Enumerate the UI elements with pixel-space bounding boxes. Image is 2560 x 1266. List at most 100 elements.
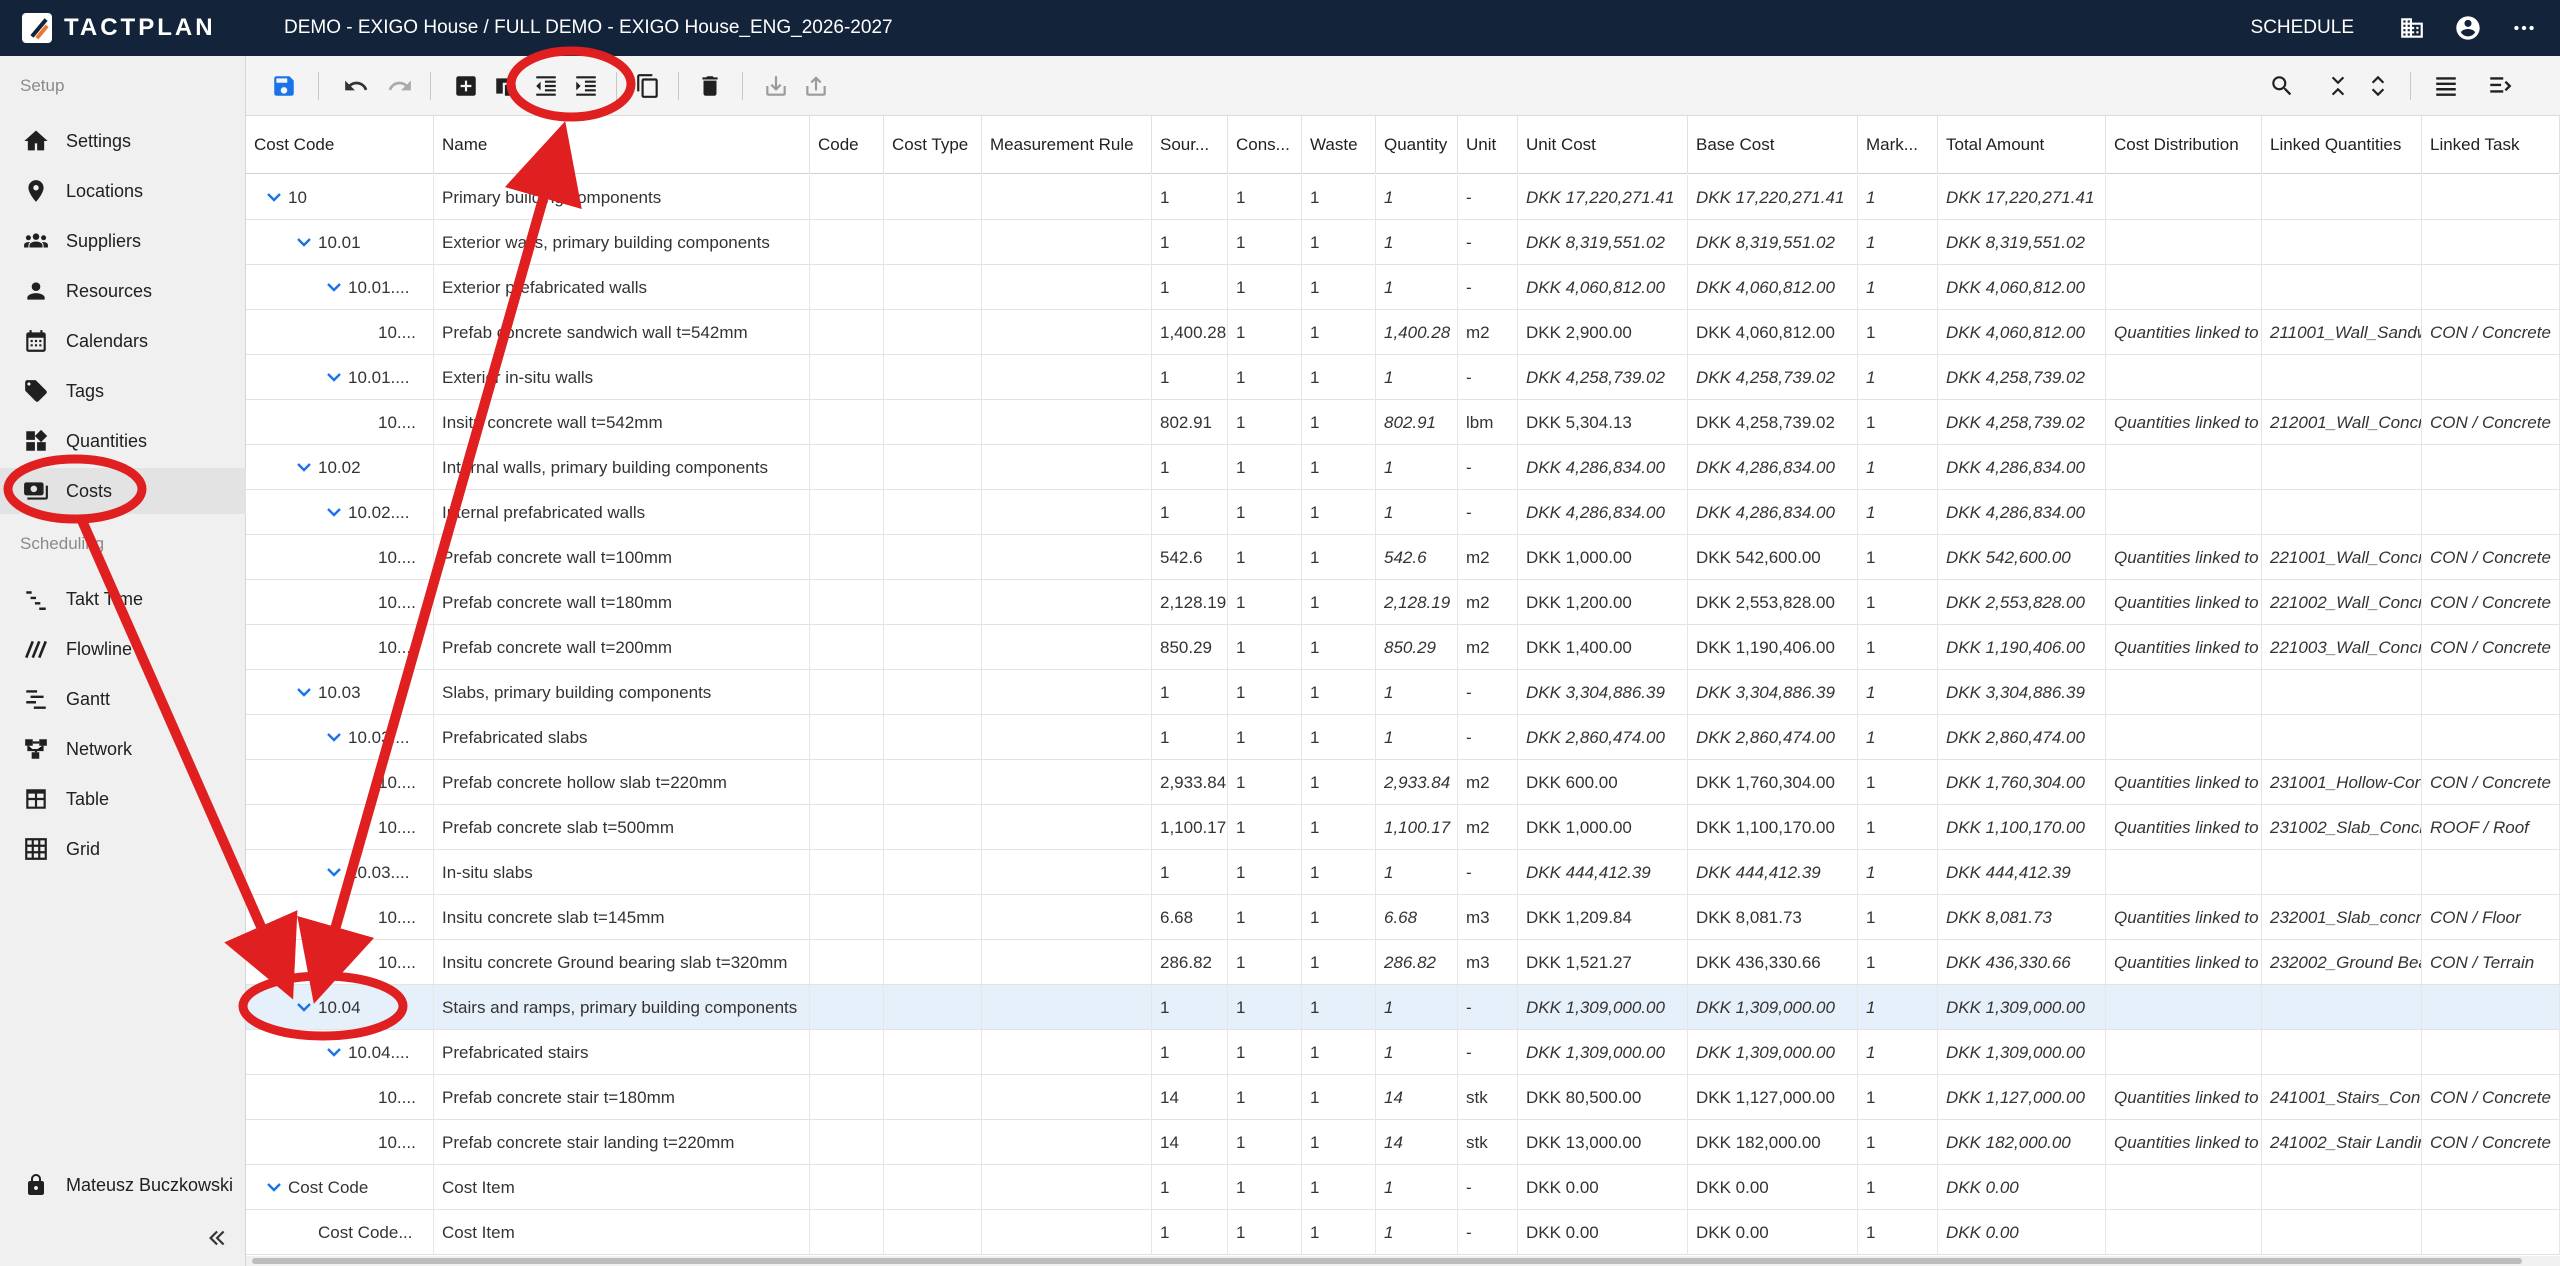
cell-unit-cost[interactable]: DKK 80,500.00 — [1518, 1075, 1688, 1120]
cell-unit-cost[interactable]: DKK 1,000.00 — [1518, 535, 1688, 580]
cell-source[interactable]: 1 — [1152, 1030, 1228, 1075]
cell-cost-distribution[interactable]: Quantities linked to — [2106, 580, 2262, 625]
cell-unit-cost[interactable]: DKK 0.00 — [1518, 1210, 1688, 1255]
cell-name[interactable]: Insitu concrete wall t=542mm — [434, 400, 810, 445]
cell-quantity[interactable]: 6.68 — [1376, 895, 1458, 940]
cell-unit[interactable]: - — [1458, 265, 1518, 310]
chevron-down-icon[interactable] — [326, 729, 342, 745]
cell-cost-distribution[interactable]: Quantities linked to — [2106, 535, 2262, 580]
cell-cost-code[interactable]: 10.... — [246, 535, 434, 580]
cell-unit[interactable]: m3 — [1458, 895, 1518, 940]
cell-waste[interactable]: 1 — [1302, 1120, 1376, 1165]
cell-measurement-rule[interactable] — [982, 1210, 1152, 1255]
cell-cost-type[interactable] — [884, 310, 982, 355]
cell-markup[interactable]: 1 — [1858, 670, 1938, 715]
cell-total-amount[interactable]: DKK 444,412.39 — [1938, 850, 2106, 895]
cell-cost-type[interactable] — [884, 625, 982, 670]
table-row[interactable]: 10.... Prefab concrete wall t=180mm 2,128.… — [246, 580, 2560, 625]
cell-waste[interactable]: 1 — [1302, 670, 1376, 715]
building-icon[interactable] — [2392, 8, 2432, 48]
cell-markup[interactable]: 1 — [1858, 1120, 1938, 1165]
cell-base-cost[interactable]: DKK 182,000.00 — [1688, 1120, 1858, 1165]
cell-markup[interactable]: 1 — [1858, 445, 1938, 490]
table-row[interactable]: 10 Primary building components 1 1 1 1- DKK 17… — [246, 175, 2560, 220]
cell-name[interactable]: Stairs and ramps, primary building compo… — [434, 985, 810, 1030]
cell-linked-quantities[interactable]: 241002_Stair Landing — [2262, 1120, 2422, 1165]
chevron-down-icon[interactable] — [266, 1179, 282, 1195]
cell-unit-cost[interactable]: DKK 1,000.00 — [1518, 805, 1688, 850]
cell-quantity[interactable]: 1 — [1376, 1165, 1458, 1210]
chevron-down-icon[interactable] — [296, 999, 312, 1015]
table-row[interactable]: 10.... Prefab concrete sandwich wall t=54… — [246, 310, 2560, 355]
table-row[interactable]: 10.... Insitu concrete Ground bearing sla… — [246, 940, 2560, 985]
cell-base-cost[interactable]: DKK 1,309,000.00 — [1688, 985, 1858, 1030]
cell-consumption[interactable]: 1 — [1228, 265, 1302, 310]
cell-base-cost[interactable]: DKK 1,190,406.00 — [1688, 625, 1858, 670]
column-header-source[interactable]: Sour... — [1152, 116, 1228, 174]
cell-waste[interactable]: 1 — [1302, 1030, 1376, 1075]
column-header-markup[interactable]: Mark... — [1858, 116, 1938, 174]
cell-cost-distribution[interactable] — [2106, 175, 2262, 220]
cell-linked-task[interactable] — [2422, 490, 2560, 535]
cell-cost-code[interactable]: 10.03 — [246, 670, 434, 715]
table-row[interactable]: 10.... Prefab concrete wall t=100mm 542.6 1… — [246, 535, 2560, 580]
cell-consumption[interactable]: 1 — [1228, 670, 1302, 715]
cell-cost-code[interactable]: 10.02 — [246, 445, 434, 490]
cell-linked-task[interactable]: CON / Concrete — [2422, 400, 2560, 445]
cell-linked-task[interactable] — [2422, 355, 2560, 400]
cell-markup[interactable]: 1 — [1858, 580, 1938, 625]
cell-source[interactable]: 14 — [1152, 1075, 1228, 1120]
cell-consumption[interactable]: 1 — [1228, 715, 1302, 760]
cell-base-cost[interactable]: DKK 1,309,000.00 — [1688, 1030, 1858, 1075]
sidebar-item-locations[interactable]: Locations — [0, 168, 246, 214]
cell-total-amount[interactable]: DKK 8,319,551.02 — [1938, 220, 2106, 265]
cell-measurement-rule[interactable] — [982, 175, 1152, 220]
cell-base-cost[interactable]: DKK 17,220,271.41 — [1688, 175, 1858, 220]
cell-markup[interactable]: 1 — [1858, 805, 1938, 850]
cell-source[interactable]: 1 — [1152, 850, 1228, 895]
user-menu[interactable]: Mateusz Buczkowski — [0, 1162, 246, 1208]
cell-linked-task[interactable] — [2422, 445, 2560, 490]
cell-unit[interactable]: stk — [1458, 1120, 1518, 1165]
cell-total-amount[interactable]: DKK 1,760,304.00 — [1938, 760, 2106, 805]
cell-linked-quantities[interactable]: 232002_Ground Bearing — [2262, 940, 2422, 985]
cell-source[interactable]: 1 — [1152, 355, 1228, 400]
cell-name[interactable]: Prefab concrete slab t=500mm — [434, 805, 810, 850]
outdent-icon[interactable] — [528, 68, 564, 104]
cell-linked-quantities[interactable] — [2262, 175, 2422, 220]
cell-cost-distribution[interactable] — [2106, 670, 2262, 715]
cell-unit-cost[interactable]: DKK 0.00 — [1518, 1165, 1688, 1210]
schedule-mode-label[interactable]: SCHEDULE — [2250, 17, 2354, 38]
cell-unit[interactable]: m2 — [1458, 535, 1518, 580]
cell-source[interactable]: 1 — [1152, 220, 1228, 265]
cell-source[interactable]: 1 — [1152, 175, 1228, 220]
scrollbar-thumb[interactable] — [252, 1258, 2522, 1264]
cell-cost-type[interactable] — [884, 355, 982, 400]
cell-waste[interactable]: 1 — [1302, 1210, 1376, 1255]
cell-cost-type[interactable] — [884, 445, 982, 490]
cell-consumption[interactable]: 1 — [1228, 805, 1302, 850]
cell-name[interactable]: Prefab concrete sandwich wall t=542mm — [434, 310, 810, 355]
cell-quantity[interactable]: 2,128.19 — [1376, 580, 1458, 625]
cell-consumption[interactable]: 1 — [1228, 175, 1302, 220]
cell-consumption[interactable]: 1 — [1228, 940, 1302, 985]
cell-linked-quantities[interactable]: 221001_Wall_Concrete — [2262, 535, 2422, 580]
cell-cost-distribution[interactable] — [2106, 985, 2262, 1030]
cell-waste[interactable]: 1 — [1302, 580, 1376, 625]
cell-source[interactable]: 1 — [1152, 715, 1228, 760]
cell-linked-task[interactable] — [2422, 175, 2560, 220]
cell-quantity[interactable]: 14 — [1376, 1075, 1458, 1120]
cell-cost-type[interactable] — [884, 265, 982, 310]
cell-quantity[interactable]: 1 — [1376, 220, 1458, 265]
table-row[interactable]: 10.03.... Prefabricated slabs 1 1 1 1- DKK 2,8… — [246, 715, 2560, 760]
cell-cost-code[interactable]: 10.01 — [246, 220, 434, 265]
cell-linked-task[interactable] — [2422, 1210, 2560, 1255]
cell-linked-quantities[interactable]: 232001_Slab_concrete — [2262, 895, 2422, 940]
cell-linked-quantities[interactable] — [2262, 1210, 2422, 1255]
sidebar-item-takt-time[interactable]: Takt Time — [0, 576, 246, 622]
copy-icon[interactable] — [630, 68, 666, 104]
cell-unit-cost[interactable]: DKK 1,200.00 — [1518, 580, 1688, 625]
cell-linked-quantities[interactable] — [2262, 445, 2422, 490]
cell-waste[interactable]: 1 — [1302, 985, 1376, 1030]
cell-waste[interactable]: 1 — [1302, 895, 1376, 940]
